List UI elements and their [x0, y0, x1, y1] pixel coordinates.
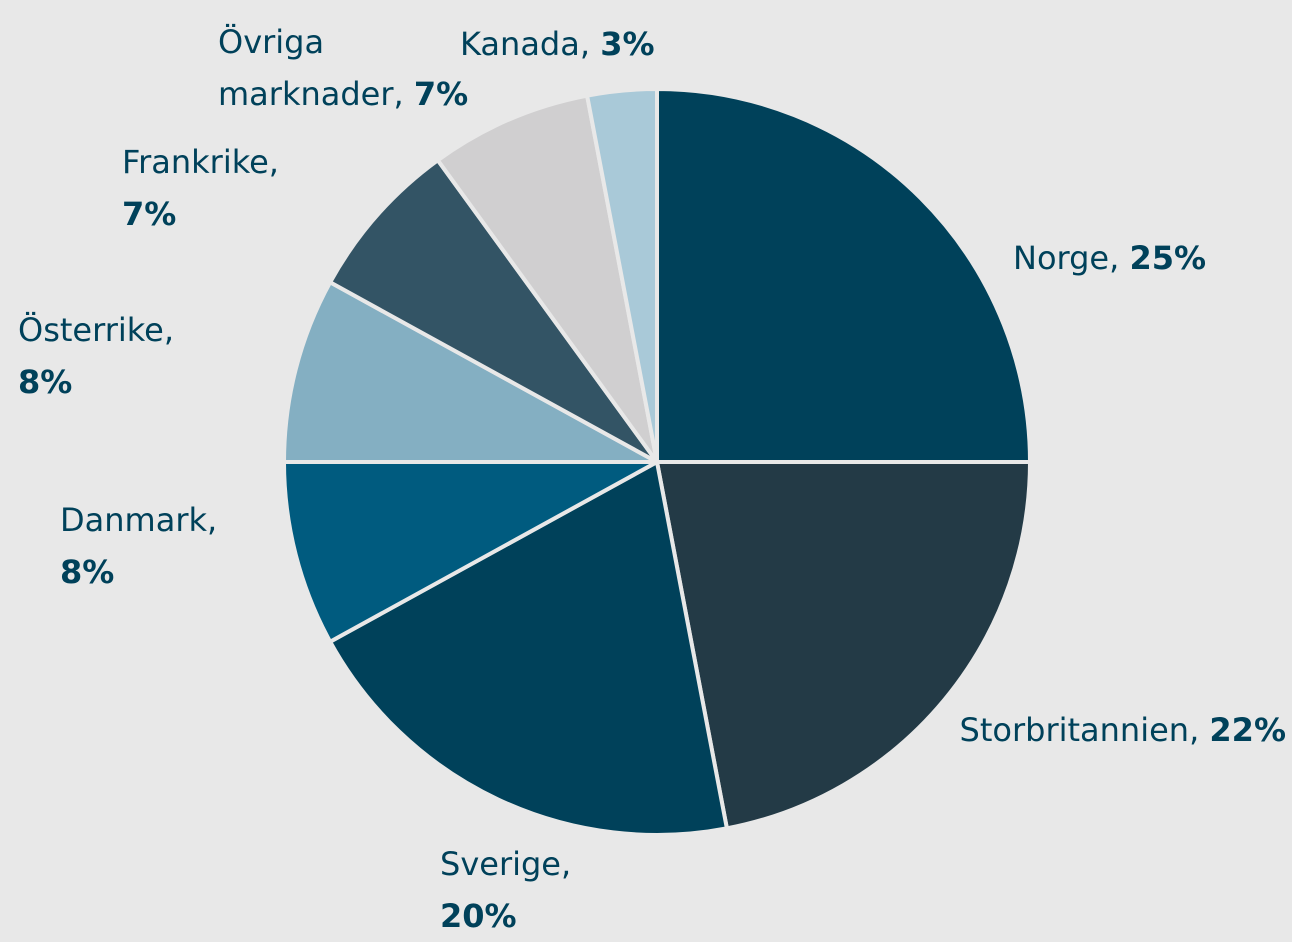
category-name: Frankrike,: [122, 143, 279, 181]
category-name: Storbritannien,: [959, 711, 1200, 749]
slice-label: Norge, 25%: [1013, 232, 1292, 284]
pie-slice: [655, 460, 1032, 831]
slice-label: Frankrike, 7%: [122, 136, 332, 240]
category-name: Sverige,: [440, 845, 572, 883]
pie-slice: [655, 87, 1032, 464]
slice-label: Sverige, 20%: [440, 838, 640, 942]
value-label: 20%: [440, 897, 517, 935]
pie-slice: [282, 460, 659, 644]
value-label: 7%: [413, 75, 469, 113]
slice-label: Storbritannien, 22%: [958, 704, 1286, 756]
slice-label: Kanada, 3%: [460, 18, 760, 70]
value-label: 8%: [18, 363, 73, 401]
slice-label: Danmark, 8%: [60, 494, 260, 598]
category-name: Österrike,: [18, 311, 174, 349]
pie-slice: [585, 87, 659, 464]
pie-slice: [328, 158, 659, 464]
value-label: 7%: [122, 195, 177, 233]
slice-label: Övriga marknader, 7%: [218, 16, 508, 120]
category-name: Kanada,: [460, 25, 591, 63]
category-name: Norge,: [1013, 239, 1120, 277]
value-label: 3%: [600, 25, 655, 63]
slice-label: Österrike, 8%: [18, 304, 218, 408]
value-label: 22%: [1209, 711, 1286, 749]
pie-slice: [435, 93, 659, 464]
value-label: 8%: [60, 553, 115, 591]
category-name: Övriga marknader,: [218, 23, 404, 113]
pie-slice: [328, 460, 729, 837]
value-label: 25%: [1129, 239, 1207, 277]
pie-slice: [282, 280, 659, 464]
category-name: Danmark,: [60, 501, 218, 539]
